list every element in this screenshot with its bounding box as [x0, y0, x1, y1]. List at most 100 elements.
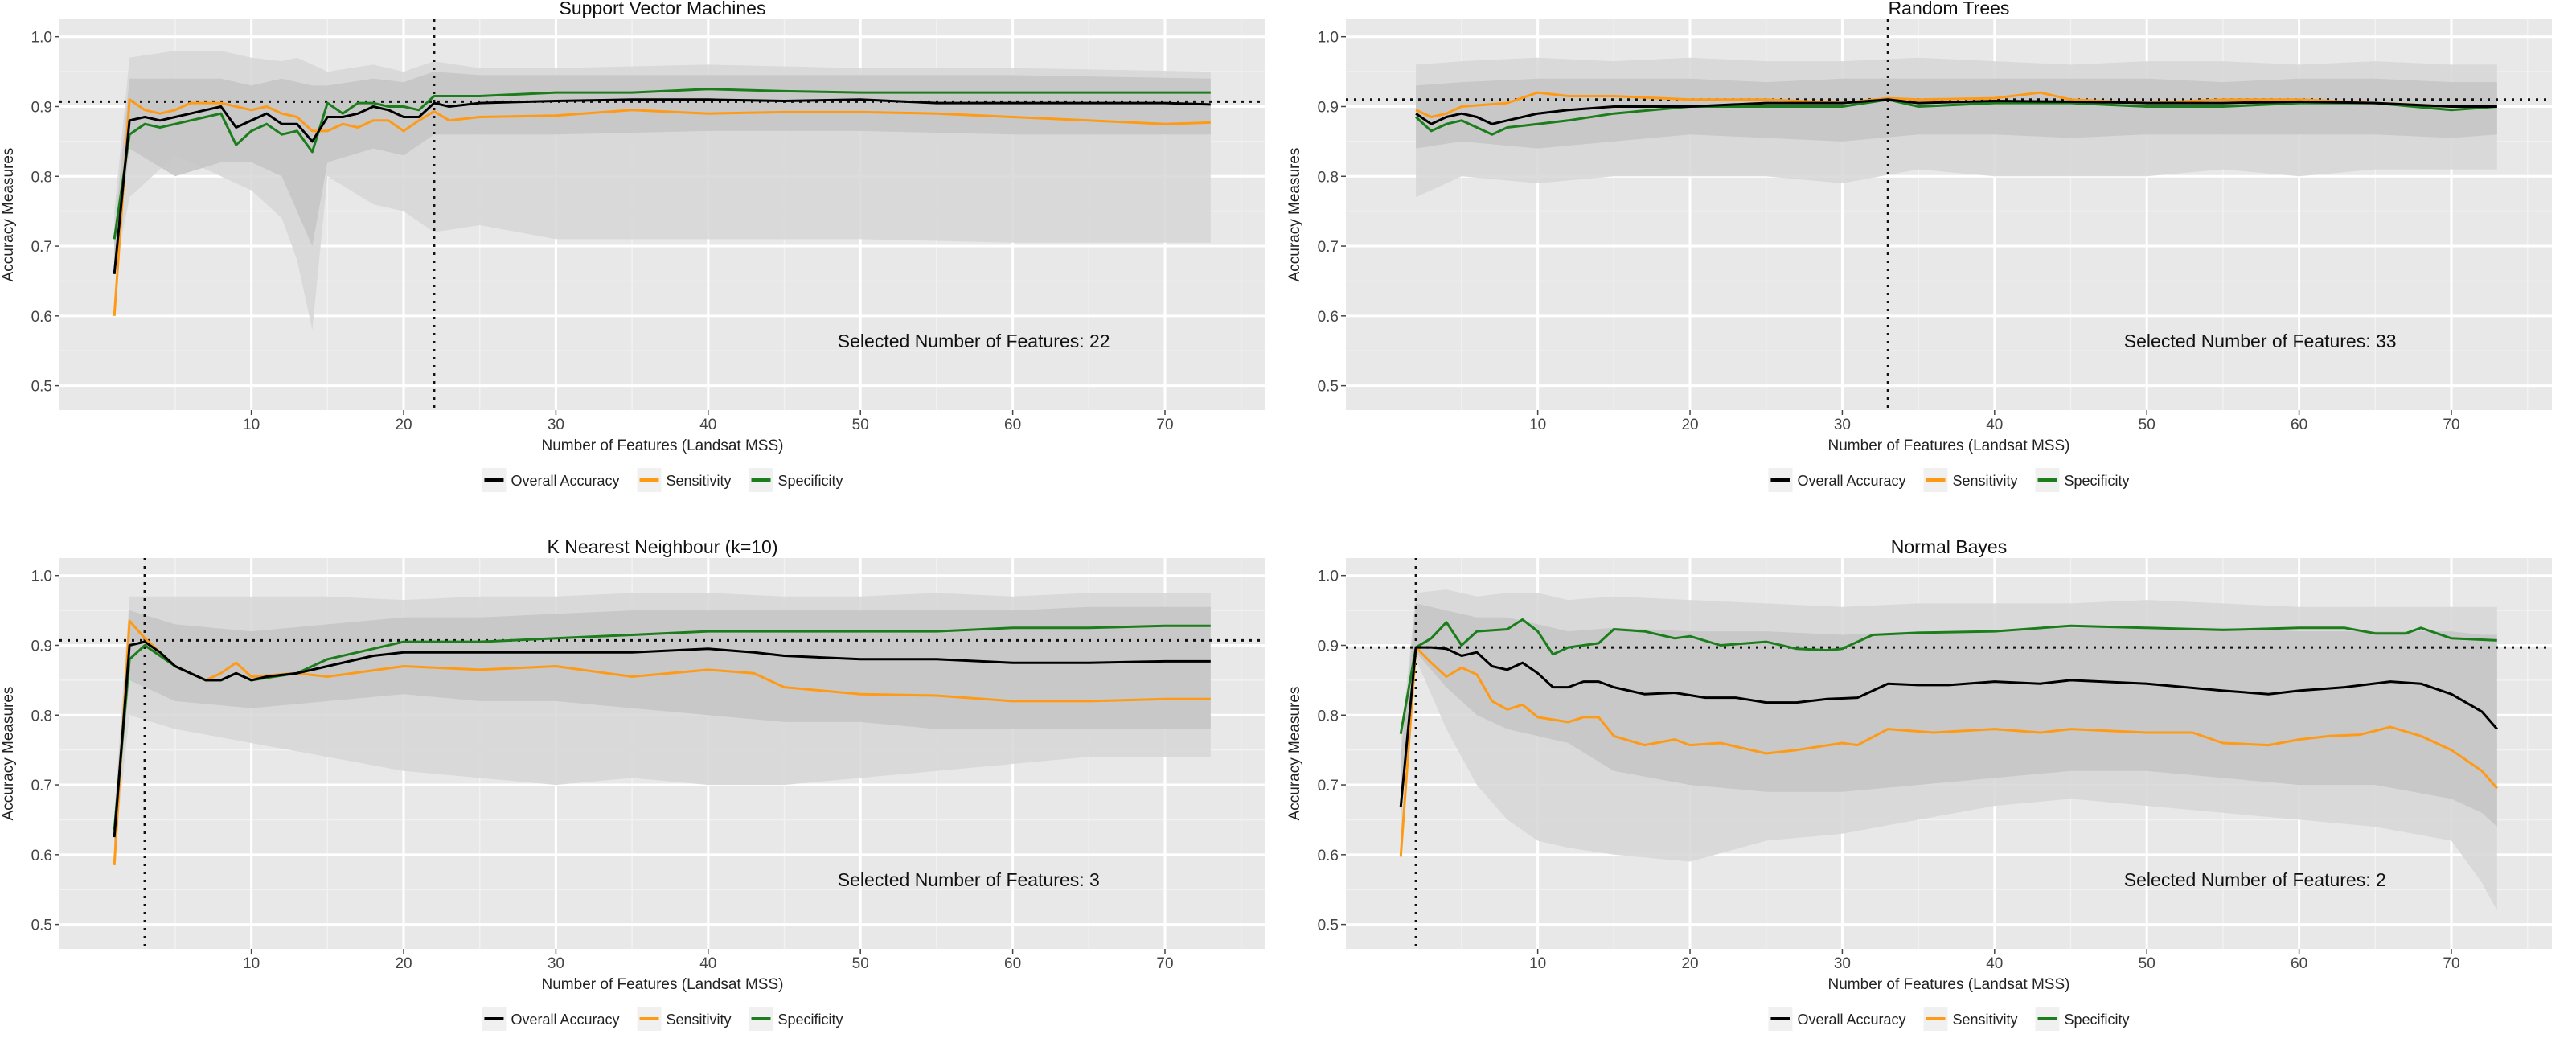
- y-tick-label: 0.6: [31, 848, 52, 864]
- legend-label: Sensitivity: [1952, 473, 2017, 489]
- y-tick-label: 0.7: [31, 778, 52, 794]
- y-tick-label: 0.5: [1318, 379, 1339, 396]
- y-tick-label: 1.0: [1318, 30, 1339, 47]
- y-tick-label: 0.7: [1318, 239, 1339, 256]
- y-tick-label: 0.6: [1318, 309, 1339, 326]
- x-tick-label: 10: [1529, 417, 1546, 433]
- legend-label: Overall Accuracy: [1797, 473, 1905, 489]
- y-tick-label: 0.9: [31, 638, 52, 655]
- legend-label: Sensitivity: [666, 473, 731, 489]
- series-line-sensitivity: [1399, 646, 2498, 857]
- y-tick-label: 0.8: [31, 708, 52, 725]
- legend: Overall Accuracy Sensitivity Specificity: [482, 468, 843, 492]
- x-tick-label: 20: [1681, 955, 1698, 972]
- selected-features-annotation: Selected Number of Features: 3: [838, 869, 1100, 890]
- x-tick-label: 10: [1529, 955, 1546, 972]
- series-line-overall-accuracy: [113, 640, 1211, 838]
- x-tick-label: 50: [2139, 417, 2156, 433]
- x-tick-label: 40: [1986, 955, 2003, 972]
- x-tick-label: 10: [243, 955, 260, 972]
- series-line-specificity: [113, 88, 1211, 240]
- y-tick-label: 0.6: [31, 309, 52, 326]
- y-tick-label: 0.8: [31, 169, 52, 186]
- y-axis-label: Accuracy Measures: [0, 687, 17, 821]
- confidence-band-inner: [1416, 78, 2497, 149]
- y-tick-label: 0.5: [1318, 918, 1339, 934]
- legend-label: Specificity: [778, 1012, 843, 1028]
- y-tick-label: 0.7: [1318, 778, 1339, 794]
- legend-label: Overall Accuracy: [511, 1012, 619, 1028]
- x-axis-label: Number of Features (Landsat MSS): [1828, 437, 2070, 454]
- chart-title: Random Trees: [1889, 0, 2010, 18]
- x-tick-label: 50: [2139, 955, 2156, 972]
- chart-panel: 0.5 0.6 0.7 0.8 0.9 1.0 10 20 30 40 50 60 70 Random T…: [1286, 0, 2552, 492]
- legend: Overall Accuracy Sensitivity Specificity: [482, 1007, 843, 1031]
- x-tick-label: 20: [395, 417, 412, 433]
- series-line-sensitivity: [113, 98, 1211, 316]
- series-line-specificity: [1399, 618, 2497, 734]
- y-tick-label: 1.0: [31, 30, 52, 47]
- x-axis-label: Number of Features (Landsat MSS): [542, 976, 784, 993]
- chart-title: K Nearest Neighbour (k=10): [547, 536, 777, 557]
- y-tick-label: 0.9: [31, 99, 52, 116]
- x-tick-label: 60: [2291, 955, 2307, 972]
- x-tick-label: 40: [699, 955, 716, 972]
- legend-label: Overall Accuracy: [511, 473, 619, 489]
- y-tick-label: 0.5: [31, 379, 52, 396]
- x-tick-label: 30: [1834, 955, 1851, 972]
- series-line-overall-accuracy: [113, 98, 1211, 274]
- y-axis-label: Accuracy Measures: [0, 148, 17, 282]
- y-tick-label: 1.0: [1318, 569, 1339, 585]
- x-axis-label: Number of Features (Landsat MSS): [1828, 976, 2070, 993]
- chart-title: Normal Bayes: [1891, 536, 2007, 557]
- y-tick-label: 0.8: [1318, 169, 1339, 186]
- legend-label: Specificity: [2065, 473, 2130, 489]
- x-tick-label: 50: [852, 417, 869, 433]
- selected-features-annotation: Selected Number of Features: 33: [2124, 330, 2397, 351]
- selected-features-annotation: Selected Number of Features: 22: [838, 330, 1110, 351]
- x-tick-label: 30: [548, 417, 564, 433]
- legend-label: Specificity: [778, 473, 843, 489]
- chart-panel: 0.5 0.6 0.7 0.8 0.9 1.0 10 20 30 40 50 60 70 K Neares…: [0, 536, 1265, 1031]
- legend: Overall Accuracy Sensitivity Specificity: [1768, 1007, 2130, 1031]
- y-tick-label: 0.7: [31, 239, 52, 256]
- x-tick-label: 20: [1681, 417, 1698, 433]
- x-tick-label: 60: [1004, 417, 1021, 433]
- x-tick-label: 30: [548, 955, 564, 972]
- x-tick-label: 40: [1986, 417, 2003, 433]
- x-tick-label: 70: [2443, 955, 2459, 972]
- legend-label: Overall Accuracy: [1797, 1012, 1905, 1028]
- x-tick-label: 10: [243, 417, 260, 433]
- legend-label: Sensitivity: [1952, 1012, 2017, 1028]
- y-axis-label: Accuracy Measures: [1286, 148, 1303, 282]
- x-tick-label: 20: [395, 955, 412, 972]
- legend-label: Sensitivity: [666, 1012, 731, 1028]
- chart-title: Support Vector Machines: [560, 0, 766, 18]
- x-tick-label: 70: [2443, 417, 2459, 433]
- x-tick-label: 60: [1004, 955, 1021, 972]
- confidence-band-inner: [114, 72, 1211, 274]
- y-tick-label: 0.8: [1318, 708, 1339, 725]
- chart-panel: 0.5 0.6 0.7 0.8 0.9 1.0 10 20 30 40 50 60 70 Normal B…: [1286, 536, 2552, 1031]
- x-tick-label: 40: [699, 417, 716, 433]
- legend: Overall Accuracy Sensitivity Specificity: [1768, 468, 2130, 492]
- series-line-overall-accuracy: [1399, 646, 2498, 807]
- y-tick-label: 0.9: [1318, 638, 1339, 655]
- y-axis-label: Accuracy Measures: [1286, 687, 1303, 821]
- confidence-band-inner: [1401, 603, 2497, 827]
- legend-label: Specificity: [2065, 1012, 2130, 1028]
- y-tick-label: 1.0: [31, 569, 52, 585]
- x-tick-label: 70: [1156, 955, 1173, 972]
- y-tick-label: 0.6: [1318, 848, 1339, 864]
- series-line-specificity: [1415, 98, 2497, 136]
- series-line-overall-accuracy: [1415, 98, 2497, 125]
- x-tick-label: 50: [852, 955, 869, 972]
- x-tick-label: 70: [1156, 417, 1173, 433]
- x-tick-label: 60: [2291, 417, 2307, 433]
- selected-features-annotation: Selected Number of Features: 2: [2124, 869, 2386, 890]
- y-tick-label: 0.5: [31, 918, 52, 934]
- y-tick-label: 0.9: [1318, 99, 1339, 116]
- x-axis-label: Number of Features (Landsat MSS): [542, 437, 784, 454]
- x-tick-label: 30: [1834, 417, 1851, 433]
